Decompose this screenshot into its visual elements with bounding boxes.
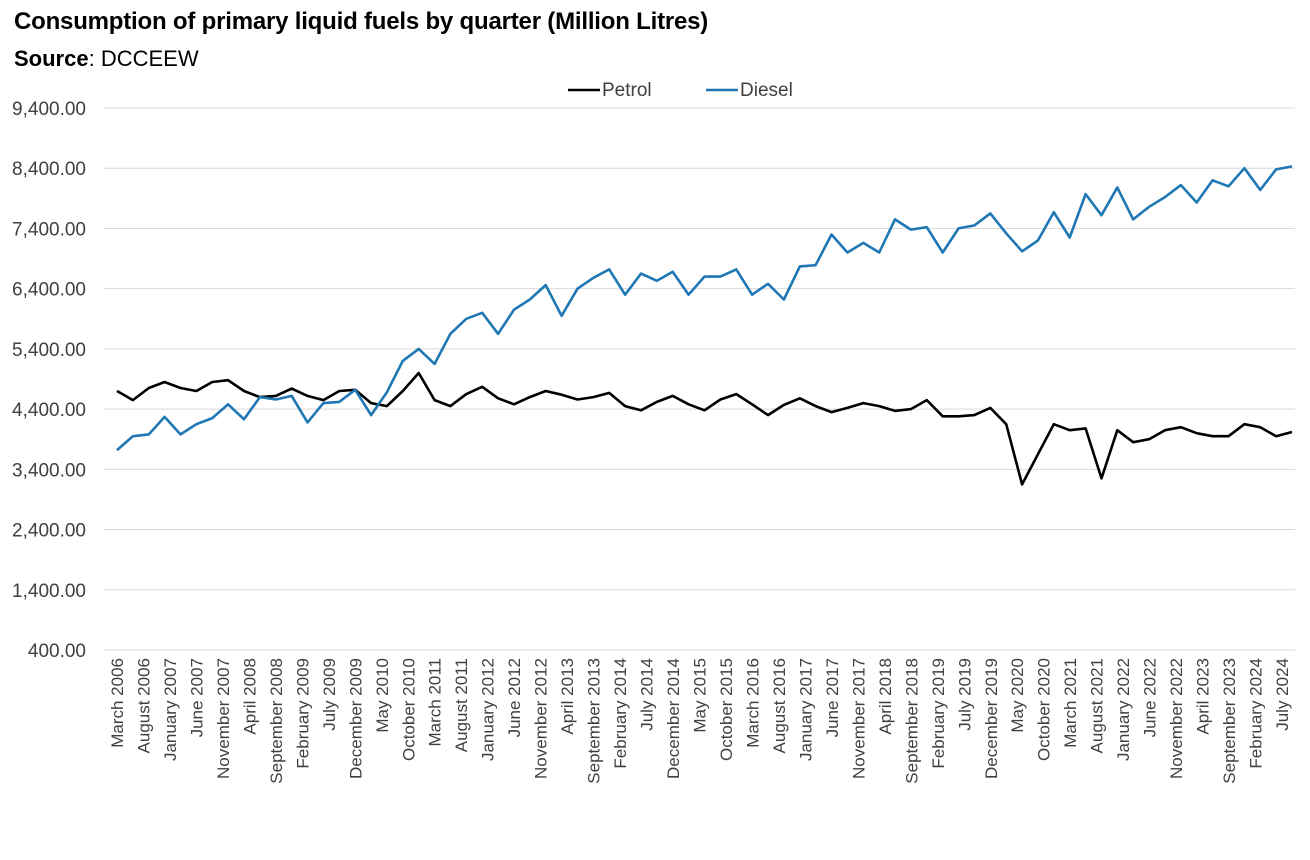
legend-label-diesel: Diesel: [740, 80, 793, 101]
x-tick-label: December 2019: [982, 658, 1001, 779]
x-tick-label: March 2011: [426, 658, 445, 747]
x-tick-label: May 2015: [691, 658, 710, 733]
y-tick-label: 9,400.00: [12, 99, 86, 120]
x-tick-label: January 2012: [479, 658, 498, 761]
x-tick-label: April 2013: [558, 658, 577, 735]
x-tick-label: June 2017: [823, 658, 842, 737]
x-tick-label: July 2009: [320, 658, 339, 731]
x-tick-label: July 2014: [638, 658, 657, 731]
y-tick-label: 400.00: [28, 641, 86, 662]
x-tick-label: July 2019: [955, 658, 974, 731]
x-tick-label: August 2011: [452, 658, 471, 752]
x-tick-label: January 2007: [161, 658, 180, 761]
y-tick-label: 4,400.00: [12, 400, 86, 421]
x-tick-label: January 2017: [796, 658, 815, 761]
y-tick-label: 7,400.00: [12, 219, 86, 240]
chart-source: Source: DCCEEW: [14, 46, 199, 72]
x-tick-label: November 2007: [214, 658, 233, 779]
x-tick-label: January 2022: [1114, 658, 1133, 761]
source-label: Source: [14, 46, 89, 71]
x-tick-label: July 2024: [1273, 658, 1292, 731]
x-tick-label: February 2019: [929, 658, 948, 769]
x-tick-label: September 2008: [267, 658, 286, 784]
y-tick-label: 2,400.00: [12, 521, 86, 542]
x-tick-label: June 2012: [505, 658, 524, 737]
y-tick-label: 5,400.00: [12, 340, 86, 361]
x-axis: March 2006 August 2006 January 2007 June 20…: [108, 658, 1292, 784]
x-tick-label: November 2017: [849, 658, 868, 779]
x-tick-label: April 2023: [1194, 658, 1213, 735]
x-tick-label: October 2020: [1035, 658, 1054, 761]
legend-label-petrol: Petrol: [602, 80, 652, 101]
legend: Petrol Diesel: [568, 80, 793, 101]
x-tick-label: October 2010: [399, 658, 418, 761]
x-tick-label: September 2013: [585, 658, 604, 784]
series-lines: [116, 165, 1293, 486]
x-tick-label: August 2016: [770, 658, 789, 753]
x-tick-label: September 2023: [1220, 658, 1239, 784]
y-axis: 9,400.00 8,400.00 7,400.00 6,400.00 5,400.00…: [12, 99, 86, 662]
x-tick-label: February 2014: [611, 658, 630, 769]
x-tick-label: June 2022: [1141, 658, 1160, 737]
y-tick-label: 1,400.00: [12, 581, 86, 602]
x-tick-label: April 2018: [876, 658, 895, 735]
x-tick-label: October 2015: [717, 658, 736, 761]
series-line-diesel: [116, 165, 1293, 452]
x-tick-label: March 2021: [1061, 658, 1080, 748]
y-tick-label: 6,400.00: [12, 280, 86, 301]
x-tick-label: August 2006: [134, 658, 153, 753]
x-tick-label: March 2006: [108, 658, 127, 748]
y-tick-label: 8,400.00: [12, 159, 86, 180]
source-value: : DCCEEW: [88, 46, 199, 71]
x-tick-label: December 2009: [346, 658, 365, 779]
x-tick-label: December 2014: [664, 658, 683, 779]
x-tick-label: February 2009: [293, 658, 312, 769]
x-tick-label: March 2016: [743, 658, 762, 748]
x-tick-label: September 2018: [902, 658, 921, 784]
chart-title: Consumption of primary liquid fuels by q…: [14, 8, 709, 35]
x-tick-label: August 2021: [1088, 658, 1107, 753]
x-tick-label: May 2010: [373, 658, 392, 733]
gridlines: [104, 107, 1295, 651]
series-line-petrol: [116, 371, 1293, 486]
y-tick-label: 3,400.00: [12, 460, 86, 481]
x-tick-label: February 2024: [1247, 658, 1266, 769]
x-tick-label: June 2007: [187, 658, 206, 737]
x-tick-label: November 2012: [532, 658, 551, 779]
x-tick-label: April 2008: [240, 658, 259, 735]
x-tick-label: May 2020: [1008, 658, 1027, 733]
x-tick-label: November 2022: [1167, 658, 1186, 779]
